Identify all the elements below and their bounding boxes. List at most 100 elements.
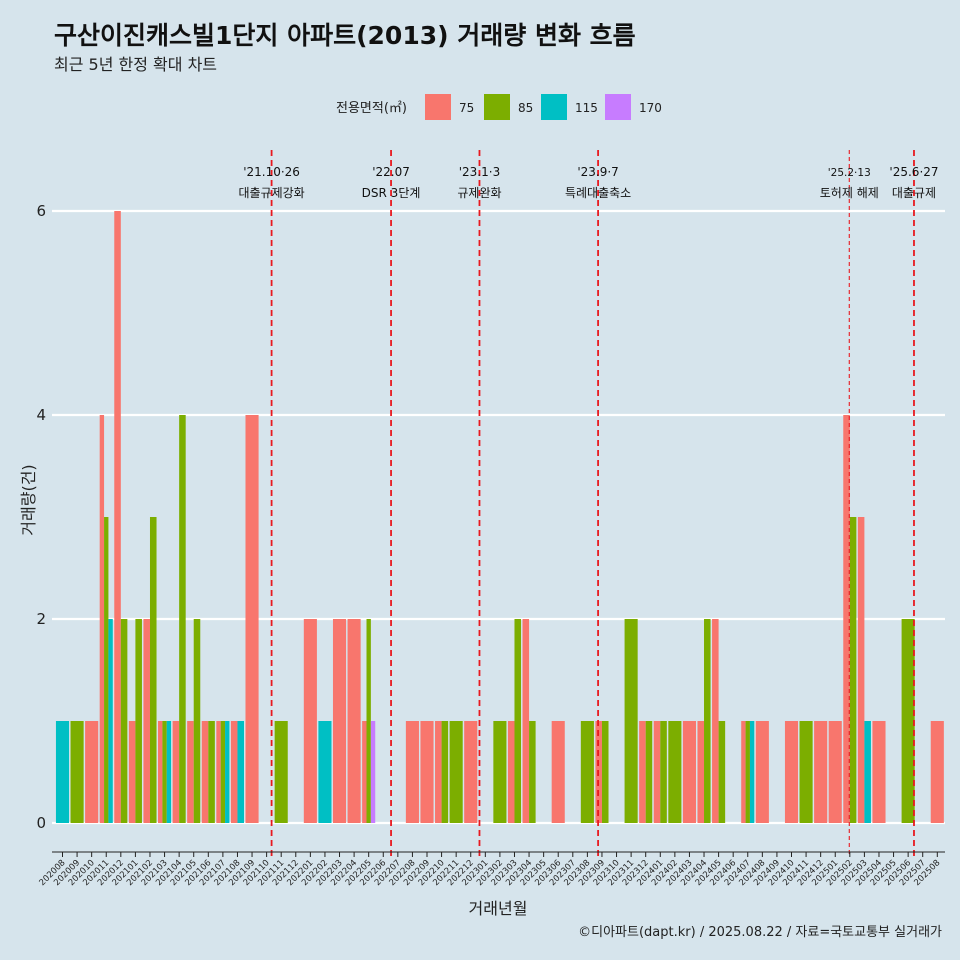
bar-202408-75 <box>755 721 769 823</box>
legend-label-85: 85 <box>518 101 533 115</box>
bar-202103-85 <box>162 721 167 823</box>
bar-202402-85 <box>668 721 682 823</box>
bar-202104-75 <box>172 721 180 823</box>
bar-202205-75 <box>362 721 367 823</box>
bar-202502-85 <box>849 517 857 823</box>
bars <box>55 211 944 823</box>
bar-202407-75 <box>741 721 746 823</box>
bar-202101-85 <box>135 619 142 823</box>
bar-202210-75 <box>435 721 442 823</box>
chart-subtitle: 최근 5년 한정 확대 차트 <box>54 55 217 74</box>
chart-title: 구산이진캐스빌1단지 아파트(2013) 거래량 변화 흐름 <box>54 21 636 50</box>
event-date-label: '25.6·27 <box>889 165 938 179</box>
bar-202011-75 <box>99 415 105 823</box>
bar-202009-85 <box>70 721 84 823</box>
bar-202008-115 <box>55 721 70 823</box>
bar-202101-75 <box>128 721 136 823</box>
legend: 전용면적(㎡) 75 85 115 170 <box>336 94 662 120</box>
bar-202108-75 <box>230 721 238 823</box>
bar-202209-75 <box>420 721 434 823</box>
event-name-label: DSR 3단계 <box>362 186 421 200</box>
bar-202308-85 <box>580 721 594 823</box>
bar-202104-85 <box>179 415 186 823</box>
bar-202311-85 <box>624 619 638 823</box>
bar-202208-75 <box>405 721 419 823</box>
bar-202107-85 <box>220 721 226 823</box>
bar-202211-85 <box>449 721 463 823</box>
bar-202210-85 <box>441 721 449 823</box>
bar-202309-85 <box>601 721 609 823</box>
bar-202201-75 <box>303 619 317 823</box>
bar-202203-75 <box>332 619 347 823</box>
bar-202501-75 <box>828 721 842 823</box>
bar-202204-75 <box>347 619 361 823</box>
bar-202304-75 <box>522 619 530 823</box>
bar-202312-85 <box>645 721 653 823</box>
bar-202401-75 <box>653 721 661 823</box>
y-axis-label: 거래량(건) <box>19 464 38 535</box>
event-date-label: '23.1·3 <box>459 165 500 179</box>
event-date-label: '23.9·7 <box>577 165 618 179</box>
x-axis-label: 거래년월 <box>469 899 528 918</box>
bar-202202-115 <box>318 721 332 823</box>
event-lines: '21.10·26 대출규제강화 '22.07 DSR 3단계 '23.1·3 규제완화 '… <box>238 150 939 856</box>
bar-202107-75 <box>216 721 221 823</box>
bar-202412-75 <box>814 721 828 823</box>
legend-swatch-115 <box>541 94 567 120</box>
chart-caption: ©디아파트(dapt.kr) / 2025.08.22 / 자료=국토교통부 실… <box>578 925 942 940</box>
bar-202102-85 <box>149 517 157 823</box>
event-date-label: '25.2·13 <box>828 167 871 179</box>
bar-202303-75 <box>507 721 515 823</box>
event-name-label: 특례대출축소 <box>565 186 631 200</box>
bar-202303-85 <box>514 619 522 823</box>
bar-202404-85 <box>704 619 711 823</box>
bar-202108-115 <box>237 721 245 823</box>
event-date-label: '22.07 <box>372 165 410 179</box>
bar-202403-75 <box>682 721 696 823</box>
legend-swatch-85 <box>484 94 510 120</box>
bar-202212-75 <box>464 721 478 823</box>
bar-202411-85 <box>799 721 813 823</box>
bar-202306-75 <box>551 721 565 823</box>
bar-202503-75 <box>857 517 865 823</box>
bar-202405-85 <box>718 721 726 823</box>
legend-label-170: 170 <box>639 101 662 115</box>
bar-202106-75 <box>201 721 209 823</box>
legend-label-115: 115 <box>575 101 598 115</box>
bar-202410-75 <box>784 721 799 823</box>
bar-202205-85 <box>366 619 371 823</box>
bar-202302-85 <box>493 721 507 823</box>
event-date-label: '21.10·26 <box>243 165 300 179</box>
bar-202010-75 <box>85 721 99 823</box>
bar-202504-75 <box>872 721 886 823</box>
event-name-label: 대출규제강화 <box>238 186 304 200</box>
bar-202407-115 <box>749 721 755 823</box>
bar-202506-85 <box>901 619 915 823</box>
y-axis: 0 2 4 6 <box>36 202 46 832</box>
bar-202503-115 <box>864 721 871 823</box>
bar-202103-115 <box>166 721 172 823</box>
bar-202312-75 <box>639 721 646 823</box>
x-axis: 2020082020092020102020112020122021012021… <box>38 851 945 888</box>
bar-202011-115 <box>108 619 113 823</box>
legend-label-75: 75 <box>459 101 474 115</box>
event-name-label: 규제완화 <box>457 186 501 200</box>
bar-202012-75 <box>114 211 121 823</box>
bar-202502-75 <box>843 415 850 823</box>
bar-202102-75 <box>143 619 150 823</box>
event-name-label: 토허제 해제 <box>820 186 879 200</box>
bar-202205-170 <box>370 721 376 823</box>
event-name-label: 대출규제 <box>892 186 936 200</box>
bar-202407-85 <box>745 721 750 823</box>
bar-202105-85 <box>193 619 201 823</box>
legend-swatch-75 <box>425 94 451 120</box>
y-tick-label: 6 <box>36 202 46 220</box>
bar-202012-85 <box>120 619 128 823</box>
bar-202111-85 <box>274 721 288 823</box>
bar-202107-115 <box>225 721 230 823</box>
y-tick-label: 2 <box>36 610 46 628</box>
bar-202103-75 <box>158 721 163 823</box>
bar-202404-75 <box>697 721 705 823</box>
bar-202508-75 <box>930 721 944 823</box>
